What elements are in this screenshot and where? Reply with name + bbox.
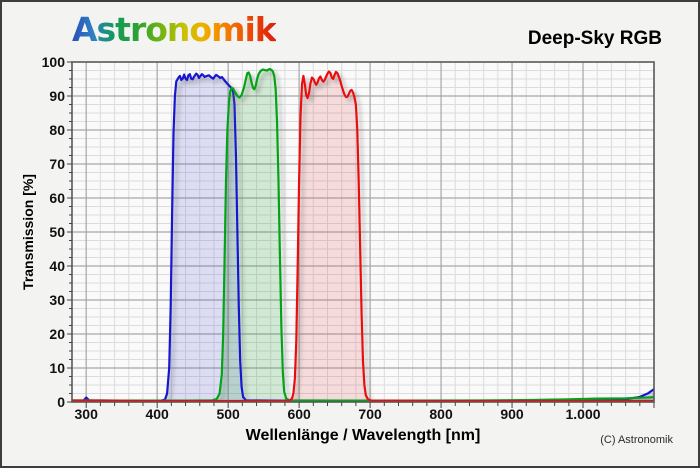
curve-line-blue <box>72 72 654 402</box>
x-tick-label: 400 <box>145 406 169 422</box>
y-tick-label: 0 <box>57 394 65 410</box>
y-tick-label: 70 <box>49 156 65 172</box>
y-axis-title: Transmission [%] <box>20 174 36 290</box>
x-tick-label: 700 <box>358 406 382 422</box>
y-tick-label: 90 <box>49 88 65 104</box>
curve-line-red <box>72 70 654 402</box>
x-axis-title: Wellenlänge / Wavelength [nm] <box>246 427 481 444</box>
y-tick-label: 40 <box>49 258 65 274</box>
astronomik-logo: Astronomik <box>72 10 277 49</box>
curve-fill-blue <box>72 73 654 402</box>
x-tick-labels: 300 400 500 600 700 800 900 1.000 <box>75 406 601 422</box>
x-tick-label: 800 <box>429 406 453 422</box>
x-tick-label: 900 <box>500 406 524 422</box>
copyright-text: (C) Astronomik <box>600 434 673 446</box>
x-tick-label: 300 <box>75 406 99 422</box>
curve-line-green <box>72 67 654 402</box>
y-tick-label: 30 <box>49 292 65 308</box>
axis-ticks <box>67 61 655 408</box>
y-tick-label: 10 <box>49 360 65 376</box>
y-tick-labels: 0 10 20 30 40 50 60 70 80 90 100 <box>42 54 66 410</box>
x-tick-label: 1.000 <box>566 406 601 422</box>
x-tick-label: 600 <box>287 406 311 422</box>
y-tick-label: 50 <box>49 224 65 240</box>
filter-curves <box>72 67 654 402</box>
page-title: Deep-Sky RGB <box>527 28 662 49</box>
y-tick-label: 80 <box>49 122 65 138</box>
y-tick-label: 20 <box>49 326 65 342</box>
y-tick-label: 100 <box>42 54 66 70</box>
y-tick-label: 60 <box>49 190 65 206</box>
x-tick-label: 500 <box>216 406 240 422</box>
